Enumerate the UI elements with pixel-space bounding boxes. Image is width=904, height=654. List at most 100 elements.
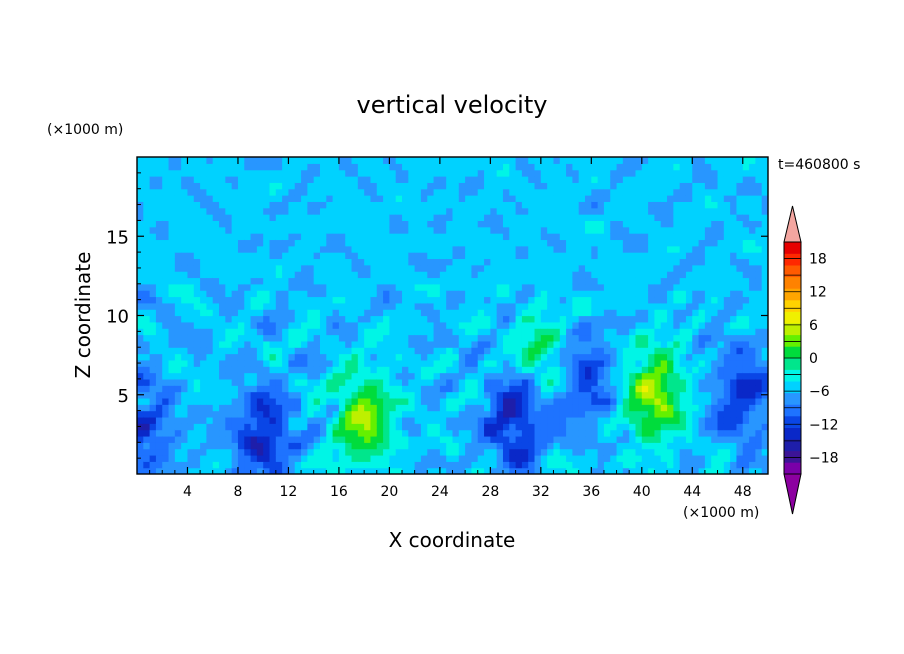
field-cell (155, 366, 163, 374)
field-cell (263, 359, 271, 367)
field-cell (667, 283, 674, 291)
field-cell (446, 296, 454, 304)
field-cell (275, 169, 283, 177)
field-cell (540, 176, 548, 183)
field-cell (149, 372, 157, 380)
field-cell (345, 404, 353, 412)
field-cell (742, 429, 750, 437)
field-cell (162, 290, 170, 298)
field-cell (168, 423, 176, 431)
field-cell (679, 220, 687, 228)
field-cell (370, 271, 378, 279)
field-cell (345, 220, 353, 228)
field-cell (282, 454, 290, 462)
field-cell (698, 245, 706, 253)
field-cell (723, 296, 731, 304)
field-cell (572, 264, 580, 272)
field-cell (484, 416, 491, 424)
field-cell (566, 207, 573, 215)
field-cell (200, 271, 208, 279)
field-cell (212, 340, 220, 348)
field-cell (578, 226, 586, 234)
field-cell (250, 296, 258, 304)
field-cell (603, 347, 611, 355)
field-cell (547, 321, 555, 329)
field-cell (143, 239, 151, 247)
field-cell (414, 461, 422, 469)
field-cell (698, 264, 706, 272)
field-cell (616, 366, 624, 374)
field-cell (711, 334, 719, 342)
field-cell (439, 448, 447, 456)
field-cell (622, 277, 630, 285)
field-cell (660, 404, 668, 412)
field-cell (326, 207, 334, 215)
field-cell (237, 283, 245, 291)
field-cell (742, 214, 750, 221)
field-cell (143, 321, 151, 329)
field-cell (231, 271, 239, 279)
field-cell (155, 163, 163, 171)
field-cell (578, 391, 586, 399)
field-cell (465, 309, 473, 317)
field-cell (155, 157, 163, 164)
field-cell (351, 378, 359, 386)
field-cell (364, 461, 372, 469)
field-cell (263, 435, 271, 443)
field-cell (717, 157, 725, 164)
field-cell (452, 321, 460, 329)
field-cell (174, 157, 182, 164)
field-cell (313, 366, 321, 374)
field-cell (490, 169, 498, 177)
field-cell (345, 321, 353, 329)
field-cell (742, 315, 750, 323)
field-cell (231, 245, 239, 253)
field-cell (376, 328, 384, 336)
field-cell (711, 182, 719, 190)
field-cell (736, 195, 744, 202)
field-cell (282, 220, 290, 228)
field-cell (711, 195, 719, 202)
field-cell (389, 391, 397, 399)
field-cell (408, 410, 416, 418)
field-cell (345, 334, 353, 342)
field-cell (187, 309, 195, 317)
field-cell (332, 226, 340, 234)
field-cell (597, 239, 605, 247)
field-cell (357, 467, 365, 474)
field-cell (496, 302, 504, 310)
field-cell (402, 429, 409, 437)
field-cell (225, 385, 233, 393)
field-cell (585, 290, 592, 298)
field-cell (635, 429, 643, 437)
field-cell (288, 429, 296, 437)
field-cell (685, 258, 693, 266)
field-cell (635, 258, 643, 266)
field-cell (553, 283, 561, 291)
field-cell (269, 385, 277, 393)
field-cell (206, 423, 214, 431)
field-cell (616, 283, 624, 291)
field-cell (547, 397, 555, 405)
field-cell (547, 283, 555, 291)
field-cell (319, 163, 327, 171)
field-cell (446, 315, 454, 323)
field-cell (219, 264, 226, 272)
field-cell (465, 277, 473, 285)
field-cell (439, 429, 447, 437)
field-cell (692, 271, 700, 279)
field-cell (395, 233, 403, 241)
field-cell (490, 359, 498, 367)
field-cell (313, 359, 321, 367)
field-cell (250, 283, 258, 291)
field-cell (509, 157, 517, 164)
field-cell (704, 454, 712, 462)
field-cell (547, 372, 555, 380)
field-cell (641, 271, 649, 279)
field-cell (263, 277, 271, 285)
field-cell (667, 214, 674, 221)
field-cell (301, 359, 308, 367)
field-cell (237, 302, 245, 310)
field-cell (553, 423, 561, 431)
field-cell (685, 321, 693, 329)
